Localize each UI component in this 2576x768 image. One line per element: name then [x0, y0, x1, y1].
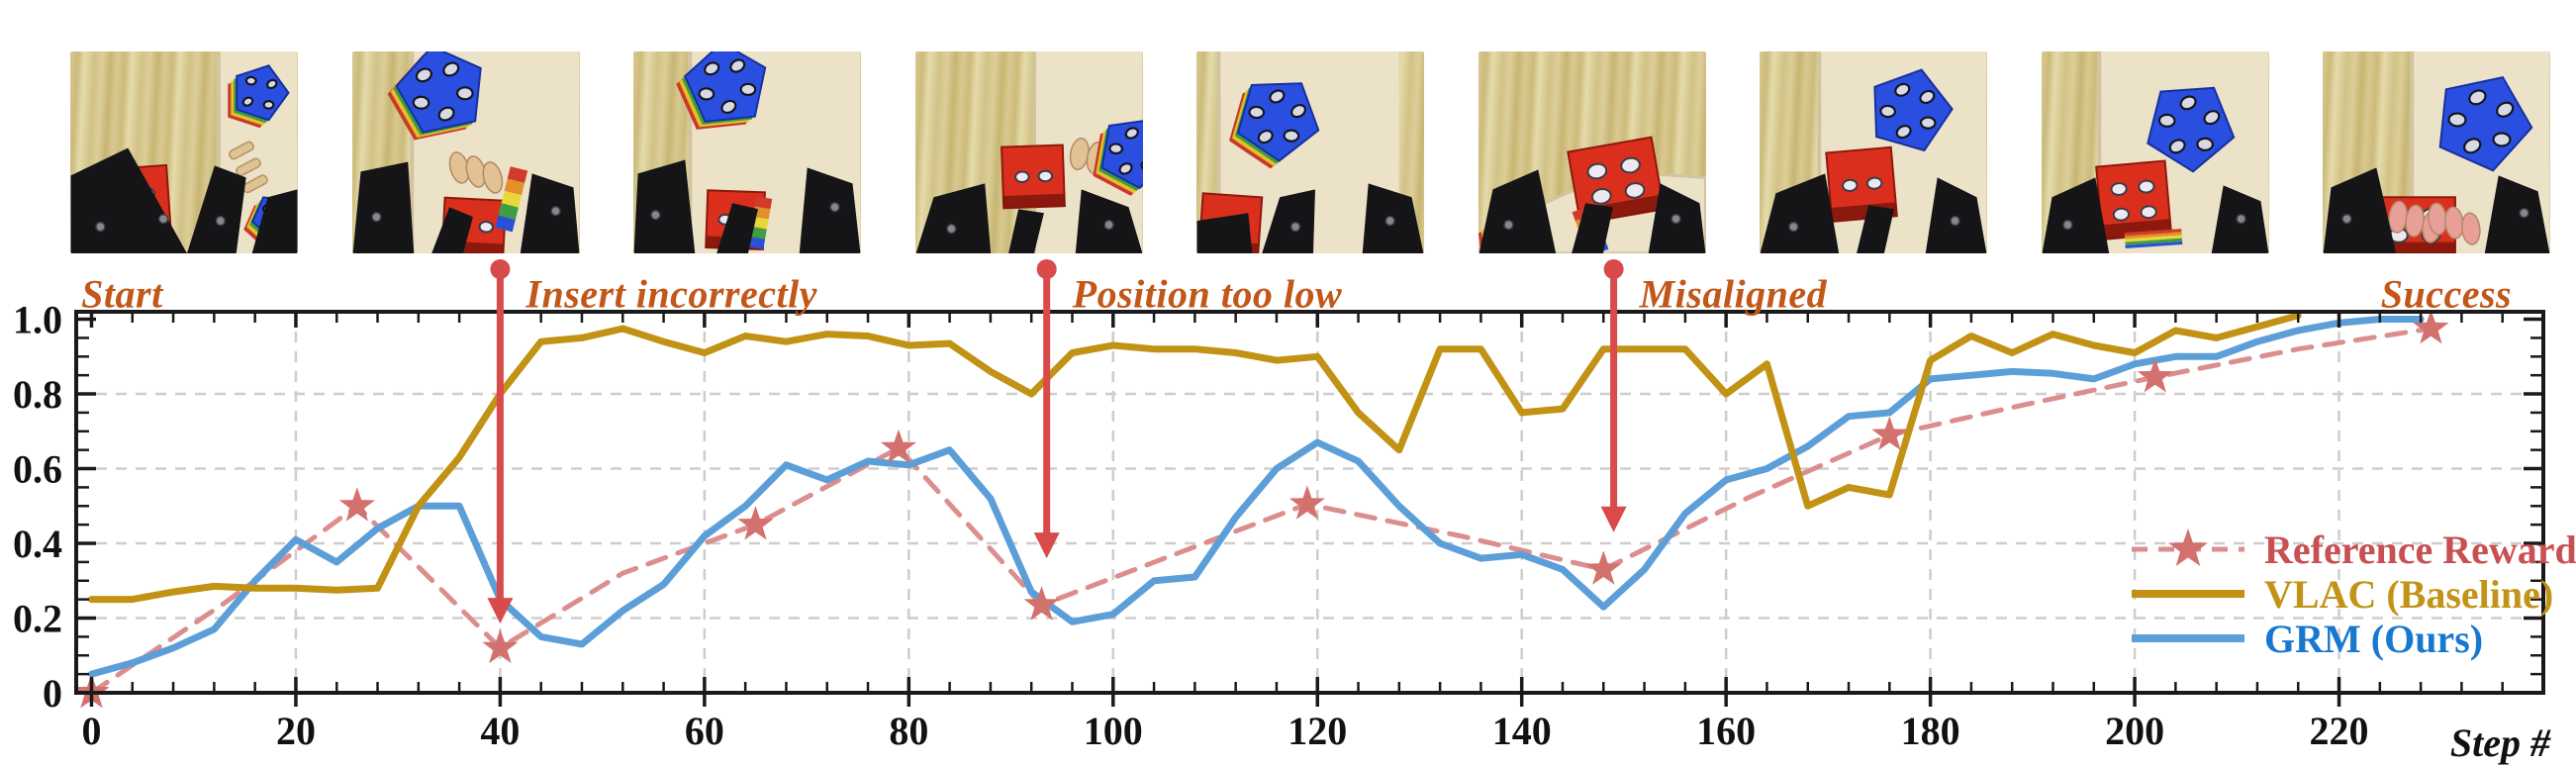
annotation-label-misaligned: Misaligned: [1639, 271, 1828, 317]
x-tick-label: 0: [81, 709, 101, 753]
x-tick-label: 100: [1084, 709, 1143, 753]
reference-reward-line: [89, 326, 2433, 696]
plot-border: [74, 310, 2545, 695]
annotation-label-start: Start: [81, 271, 163, 317]
x-tick-label: 120: [1288, 709, 1347, 753]
reference-star-marker: [2137, 358, 2173, 393]
trajectory-frame-9-photo: [2323, 51, 2550, 253]
y-tick-label: 1.0: [13, 298, 62, 342]
legend-label-reference: Reference Reward: [2264, 527, 2576, 572]
trajectory-frame-8-photo: [2041, 51, 2269, 253]
legend-label-grm: GRM (Ours): [2264, 616, 2484, 661]
frame-scene-illustration: [1760, 51, 1987, 253]
x-tick-label: 40: [480, 709, 520, 753]
x-tick-label: 180: [1901, 709, 1960, 753]
trajectory-frame-4-photo: [914, 51, 1143, 253]
trajectory-frame-5-photo: [1196, 51, 1424, 253]
reference-star-marker: [1023, 586, 1060, 621]
frame-scene-illustration: [915, 51, 1143, 253]
grm-line-swatch-icon: [2132, 634, 2244, 642]
annotation-dot: [490, 259, 511, 279]
legend-item-vlac: VLAC (Baseline): [2130, 571, 2576, 617]
y-tick-label: 0: [43, 671, 62, 716]
frame-scene-illustration: [2042, 51, 2268, 253]
reference-star-marker: [1288, 485, 1325, 520]
trajectory-frame-1-photo: [70, 51, 298, 253]
x-tick-label: 200: [2105, 709, 2164, 753]
annotation-arrowhead-icon: [487, 598, 514, 624]
reference-star-marker: [880, 429, 917, 464]
x-axis-title: Step #: [2449, 720, 2550, 765]
reference-star-marker: [338, 487, 375, 522]
vlac-line: [88, 312, 2302, 604]
trajectory-frame-7-photo: [1760, 51, 1987, 253]
reference-star-marker: [737, 506, 774, 540]
x-tick-label: 80: [889, 709, 928, 753]
x-tick-label: 60: [685, 709, 724, 753]
chart-legend: Reference Reward VLAC (Baseline) GRM (Ou…: [2130, 527, 2576, 661]
reference-reward-swatch-icon: [2132, 528, 2244, 566]
frame-scene-illustration: [1478, 136, 1706, 253]
vlac-line-swatch-icon: [2132, 590, 2244, 598]
frame-scene-illustration: [633, 51, 861, 253]
x-tick-label: 20: [276, 709, 316, 753]
trajectory-frame-6-photo: [1478, 51, 1706, 253]
annotation-dot: [1036, 259, 1057, 279]
y-tick-label: 0.2: [13, 597, 62, 641]
reference-star-marker: [2413, 310, 2449, 344]
frame-scene-illustration: [1196, 51, 1424, 253]
y-tick-label: 0.8: [13, 372, 62, 417]
frame-scene-illustration: [70, 51, 298, 253]
frame-scene-illustration: [2323, 51, 2550, 253]
legend-item-reference: Reference Reward: [2130, 527, 2576, 572]
annotation-arrowhead-icon: [1600, 506, 1627, 532]
x-tick-label: 160: [1696, 709, 1756, 753]
trajectory-frame-2-photo: [351, 51, 580, 253]
x-tick-label: 220: [2310, 709, 2369, 753]
annotation-label-insert-incorrectly: Insert incorrectly: [525, 271, 817, 317]
annotation-label-position-too-low: Position too low: [1072, 271, 1343, 317]
x-tick-label: 140: [1492, 709, 1552, 753]
reference-star-marker: [1871, 416, 1908, 450]
annotation-arrowhead-icon: [1033, 532, 1060, 559]
y-tick-label: 0.6: [13, 447, 62, 492]
grm-line: [88, 316, 2425, 678]
y-tick-label: 0.4: [13, 522, 62, 566]
frame-scene-illustration: [352, 51, 579, 253]
reference-star-marker: [1585, 550, 1622, 585]
annotation-label-success: Success: [2380, 271, 2513, 317]
reference-star-marker: [482, 628, 519, 664]
legend-item-grm: GRM (Ours): [2130, 616, 2576, 661]
trajectory-frame-3-photo: [633, 51, 861, 253]
annotation-dot: [1603, 259, 1624, 279]
legend-label-vlac: VLAC (Baseline): [2264, 571, 2554, 617]
